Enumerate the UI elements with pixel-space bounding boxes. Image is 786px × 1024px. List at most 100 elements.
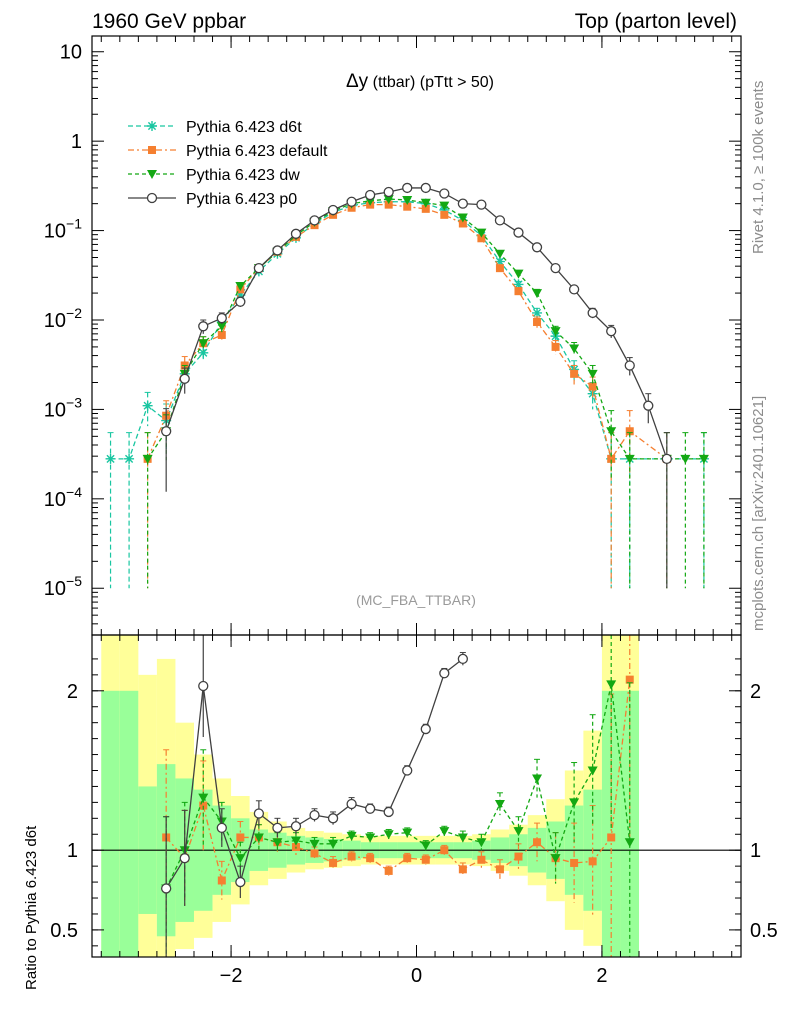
data-point (384, 200, 393, 209)
ratio-point (253, 833, 264, 843)
y-tick-base: 1 (71, 131, 82, 153)
ratio-point (420, 723, 431, 735)
x-tick-label: −2 (220, 965, 243, 987)
ratio-point (236, 833, 245, 842)
data-point (179, 373, 190, 384)
legend: Pythia 6.423 d6t Pythia 6.423 default Pyth… (128, 119, 328, 208)
data-point (643, 400, 654, 411)
legend-swatch-marker (146, 192, 158, 204)
data-point (531, 242, 543, 253)
ratio-point (272, 838, 283, 848)
plot-title-sub: (ttbar) (pTtt > 50) (368, 74, 494, 91)
ratio-point (625, 675, 634, 684)
data-point (383, 186, 394, 198)
ratio-point (346, 798, 357, 810)
ratio-point (439, 827, 450, 837)
ratio-point (476, 838, 487, 848)
data-point (514, 287, 523, 296)
data-point (698, 454, 709, 464)
data-point (587, 307, 598, 319)
data-point (458, 219, 467, 228)
ratio-point (457, 833, 468, 843)
data-point (457, 213, 468, 223)
ratio-point (366, 854, 375, 863)
series-line (147, 203, 668, 461)
legend-item-dw: Pythia 6.423 dw (128, 167, 300, 184)
ratio-point (161, 883, 172, 894)
y-tick-base: 10 (44, 399, 66, 421)
data-point (495, 264, 504, 273)
ratio-series-p0 (161, 634, 469, 957)
legend-swatch-marker (147, 170, 157, 179)
ratio-point (235, 854, 246, 864)
ratio-point (570, 858, 579, 867)
ratio-point (347, 852, 356, 861)
ratio-point (495, 865, 504, 874)
x-tick-label: 2 (596, 965, 607, 987)
y-tick-exponent: −4 (66, 484, 82, 500)
ratio-band-stat (119, 690, 139, 957)
data-point (532, 307, 543, 318)
ratio-point (365, 833, 376, 843)
legend-label: Pythia 6.423 d6t (186, 119, 302, 136)
ratio-point (624, 838, 635, 848)
ratio-point (198, 793, 209, 803)
legend-label: Pythia 6.423 default (186, 143, 328, 160)
ratio-point (458, 865, 467, 874)
ratio-point (588, 857, 597, 866)
data-point (532, 289, 543, 299)
y-tick-base: 10 (44, 310, 66, 332)
series-p0 (161, 182, 672, 589)
y-tick-label: 10−1 (44, 216, 82, 243)
ratio-panel-series (161, 634, 635, 957)
data-point (420, 198, 431, 208)
data-point (216, 322, 227, 332)
ratio-point (235, 876, 246, 888)
ratio-point (457, 653, 469, 665)
ratio-point (179, 853, 190, 864)
series-line (147, 198, 704, 460)
data-point (439, 188, 450, 199)
data-point (457, 198, 469, 209)
data-point (476, 199, 487, 210)
ratio-tick-label-right: 2 (750, 681, 761, 703)
y-tick-base: 10 (44, 489, 66, 511)
series-line (165, 187, 668, 460)
data-point (588, 382, 597, 391)
y-tick-exponent: −3 (66, 394, 82, 410)
ratio-uncertainty-bands (101, 635, 640, 957)
ratio-point (383, 830, 394, 840)
ratio-point (402, 828, 413, 838)
ratio-point (346, 831, 357, 841)
ratio-point (290, 821, 302, 832)
ratio-point (403, 854, 412, 863)
y-tick-label: 10−4 (44, 484, 82, 511)
ratio-point (199, 801, 208, 810)
y-tick-exponent: −5 (66, 573, 82, 589)
data-point (606, 427, 617, 437)
ratio-point (550, 854, 561, 864)
y-tick-base: 10 (44, 578, 66, 600)
legend-swatch-marker (148, 146, 156, 154)
ratio-band-stat (101, 690, 120, 957)
data-point (420, 182, 431, 194)
ratio-point (513, 827, 524, 837)
series-dw (142, 195, 709, 589)
ratio-point (364, 803, 376, 814)
data-point (421, 204, 430, 213)
ratio-point (477, 855, 486, 864)
data-point (550, 327, 561, 337)
data-point (569, 344, 580, 354)
data-point (253, 263, 265, 274)
data-point (606, 326, 617, 337)
x-tick-label: 0 (411, 965, 422, 987)
ratio-point (533, 838, 542, 847)
data-point (587, 369, 598, 379)
ratio-tick-label-right: 1 (750, 840, 761, 862)
ratio-point (309, 839, 320, 849)
series-d6t (105, 196, 709, 589)
ratio-point (439, 668, 450, 679)
ratio-point (587, 766, 598, 776)
